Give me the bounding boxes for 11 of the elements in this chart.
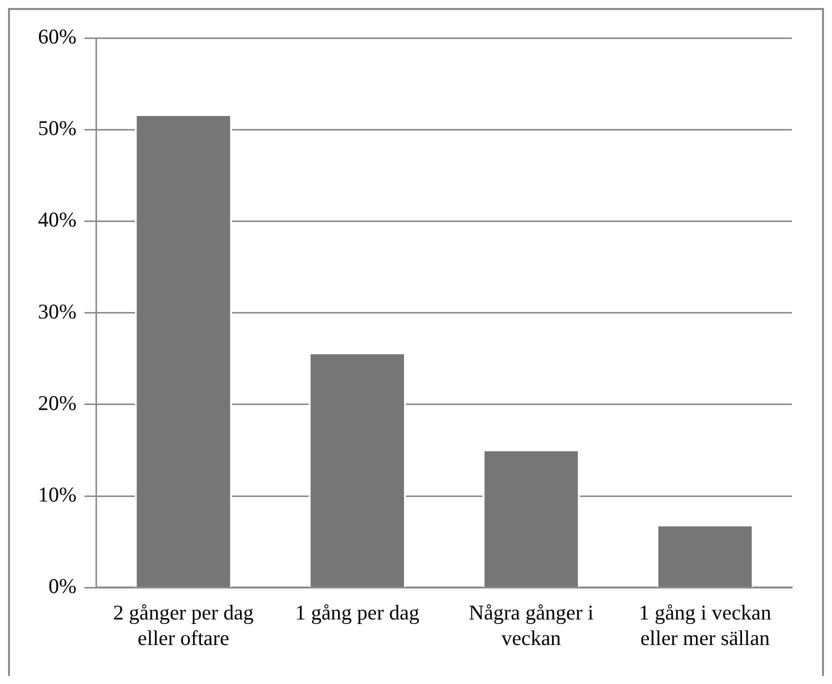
y-tick-label: 10% [38,482,76,507]
y-tick-label: 20% [38,390,76,415]
x-tick-label: 1 gång per dag [295,600,420,625]
y-tick-label: 60% [38,24,76,49]
y-tick-label: 50% [38,116,76,140]
x-tick-label: Några gånger i veckan [468,600,594,650]
y-tick-label: 0% [48,574,76,598]
y-tick-label: 30% [38,299,76,324]
x-tick-label: 1 gång i veckan eller mer sällan [638,600,772,650]
y-tick-label: 40% [38,208,76,232]
x-tick-label: 2 gånger per dag eller oftare [113,600,254,650]
